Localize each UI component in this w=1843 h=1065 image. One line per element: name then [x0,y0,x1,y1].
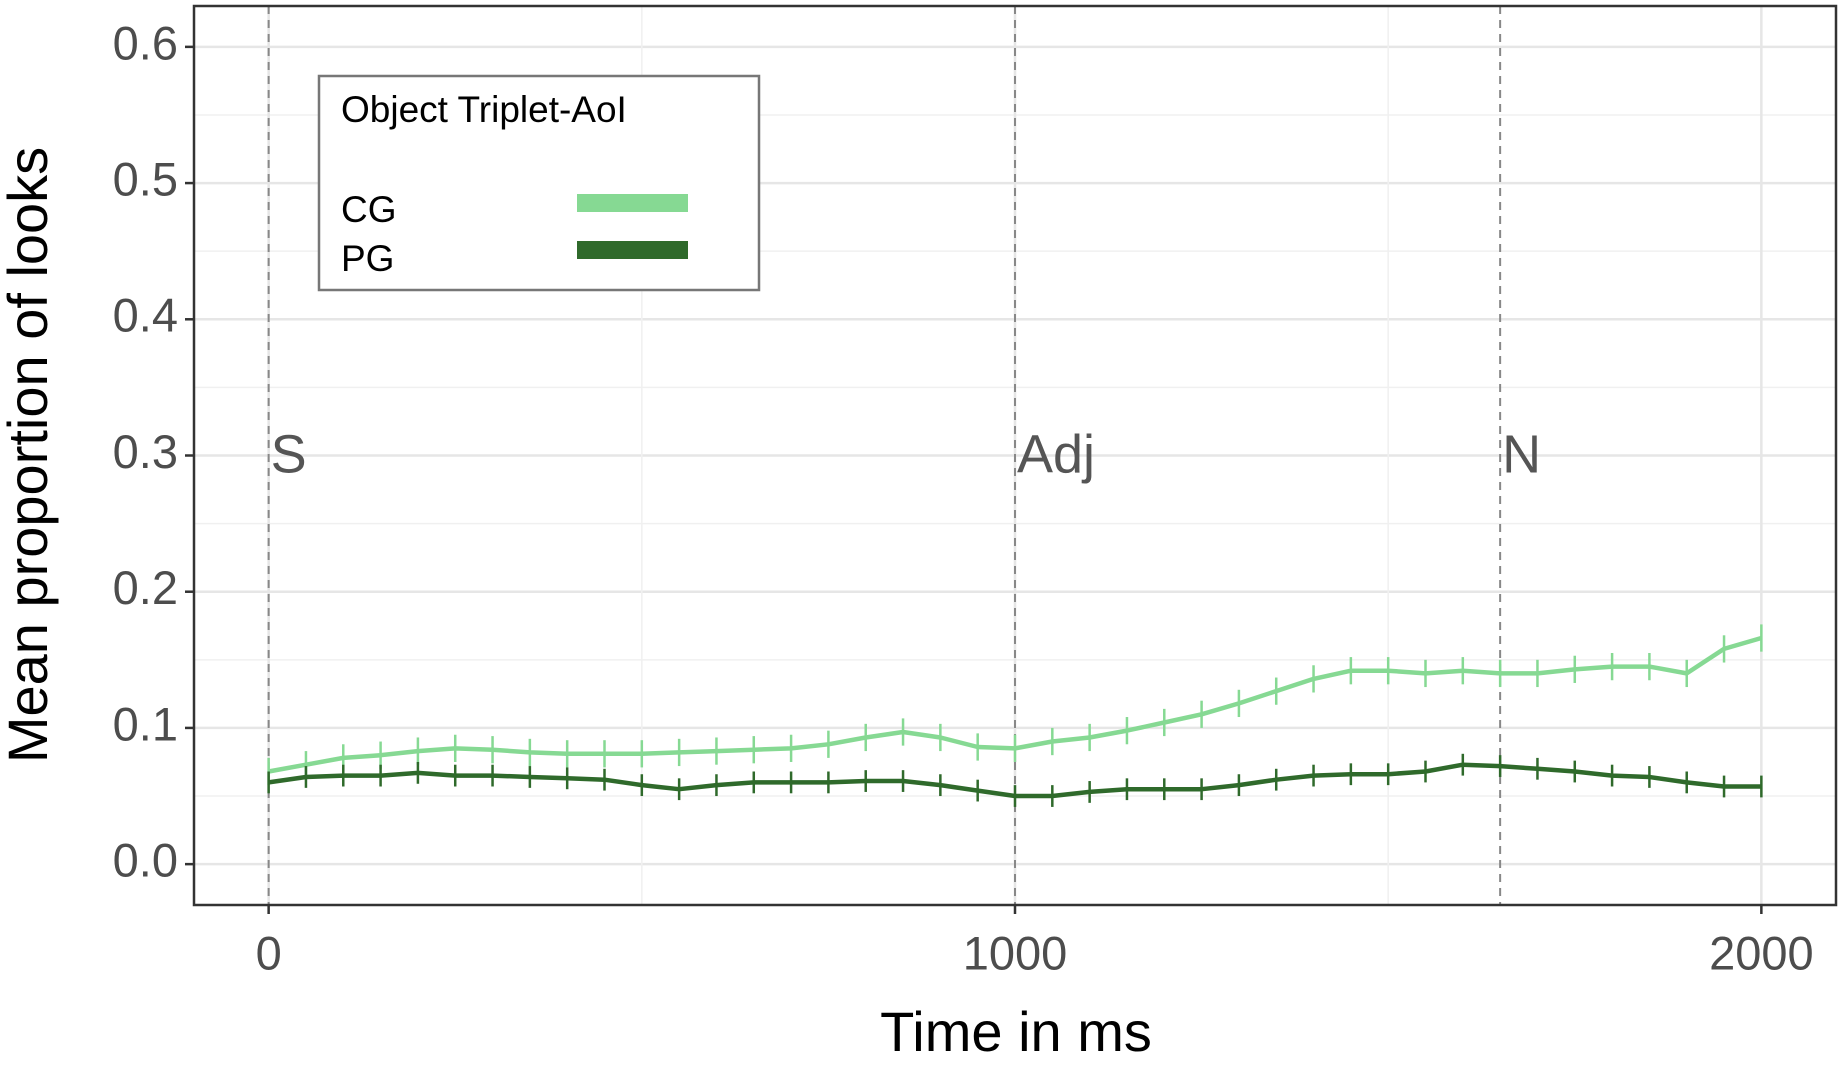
legend-swatch [577,241,688,259]
legend-label: CG [341,189,397,230]
legend-swatch [577,194,688,212]
x-tick-label: 1000 [963,926,1068,979]
lines [267,624,1763,807]
events: S Adj N [267,6,1541,905]
axes: 0.0 0.1 0.2 0.3 0.4 0.5 0.6 0 1000 2000 [113,16,1814,979]
y-tick-label: 0.1 [113,697,178,750]
y-tick-label: 0.4 [113,289,178,342]
y-tick-label: 0.0 [113,834,178,887]
y-tick-label: 0.2 [113,561,178,614]
legend-title: Object Triplet-AoI [341,89,627,130]
y-tick-label: 0.3 [113,425,178,478]
y-tick-label: 0.6 [113,16,178,69]
y-tick-label: 0.5 [113,152,178,205]
event-label: Adj [1017,424,1095,484]
y-axis-title: Mean proportion of looks [0,147,59,763]
x-tick-label: 2000 [1709,926,1814,979]
event-label: N [1502,424,1541,484]
legend: Object Triplet-AoI CG PG [317,74,761,292]
x-tick-label: 0 [256,926,282,979]
legend-label: PG [341,238,394,279]
event-label: S [271,424,307,484]
x-axis-title: Time in ms [880,1000,1152,1063]
